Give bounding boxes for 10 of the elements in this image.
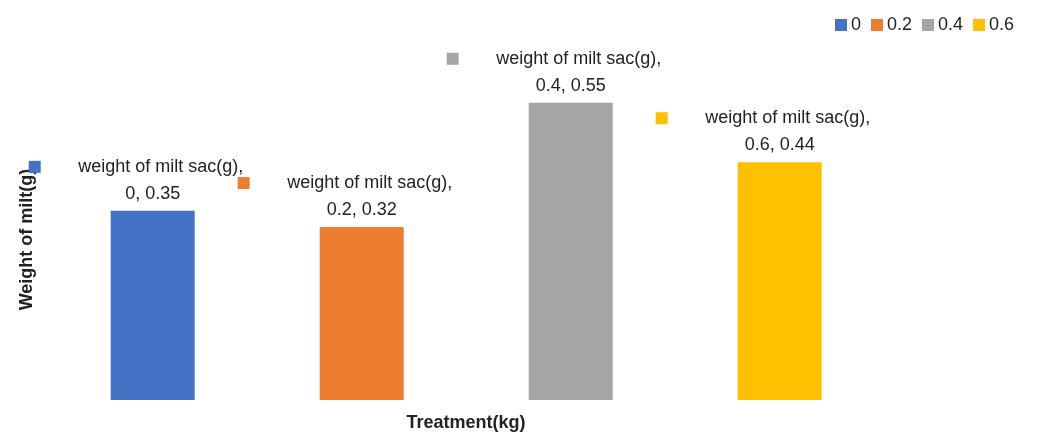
legend-label: 0.2 [886, 14, 912, 34]
data-label: weight of milt sac(g), 0.2, 0.32 [286, 172, 453, 220]
data-label: weight of milt sac(g), 0, 0.35 [77, 155, 244, 203]
data-label: weight of milt sac(g), 0.6, 0.44 [704, 107, 871, 155]
x-axis-title: Treatment(kg) [406, 412, 526, 432]
legend-label: 0.4 [937, 14, 963, 34]
legend-label: 0.6 [988, 14, 1014, 34]
legend-label: 0 [850, 14, 861, 34]
y-axis-title: Weight of milt(g) [16, 168, 37, 311]
data-label: weight of milt sac(g), 0.4, 0.55 [495, 47, 662, 95]
